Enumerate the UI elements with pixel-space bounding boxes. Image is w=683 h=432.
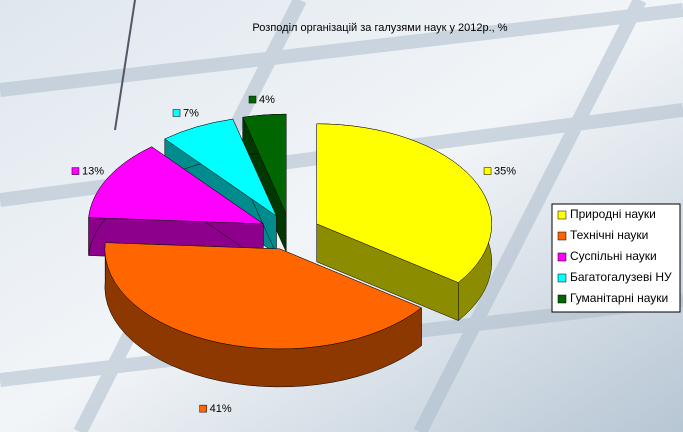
legend-label: Технічні науки <box>570 228 648 242</box>
pie: 35% 41% 13% 7% 4% <box>71 94 516 415</box>
legend-label: Багатогалузеві НУ <box>570 270 672 284</box>
chart-title: Розподіл організацій за галузями наук у … <box>252 22 507 34</box>
legend-items: Природні науки Технічні науки Суспільні на… <box>557 207 672 305</box>
legend-label: Природні науки <box>570 207 656 221</box>
data-label: 41% <box>210 403 232 415</box>
slice <box>242 113 287 215</box>
data-label: 4% <box>259 94 275 106</box>
slice <box>104 242 422 350</box>
data-label-key <box>172 109 181 117</box>
legend-label: Гуманітарні науки <box>570 291 668 305</box>
data-label-key <box>483 167 492 175</box>
legend-swatch <box>557 231 567 241</box>
data-label: 13% <box>82 166 104 178</box>
data-label: 35% <box>494 166 516 178</box>
legend-swatch <box>557 294 567 304</box>
legend-swatch <box>557 210 567 220</box>
data-label-key <box>248 95 257 104</box>
legend <box>551 203 681 313</box>
legend-swatch <box>557 273 567 283</box>
legend-swatch <box>557 252 567 262</box>
background-pattern <box>114 0 136 131</box>
slice <box>164 118 277 217</box>
legend-label: Суспільні науки <box>570 249 657 263</box>
data-label-key <box>71 167 80 175</box>
data-label-key <box>199 404 207 413</box>
slice <box>316 123 492 283</box>
slice <box>88 146 265 225</box>
data-label: 7% <box>183 107 199 119</box>
